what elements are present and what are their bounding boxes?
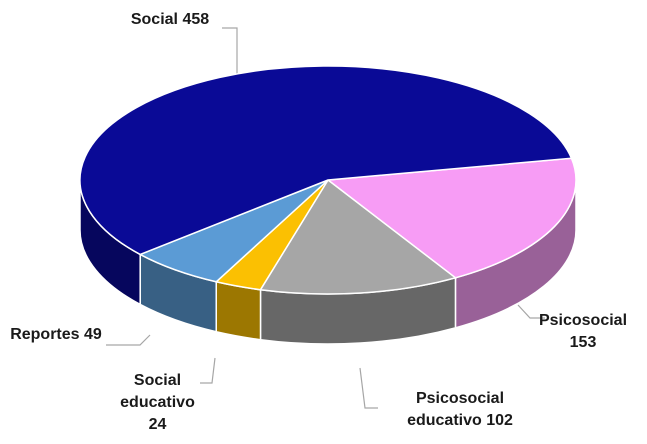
data-label: Psicosocial educativo 102 xyxy=(407,390,513,429)
data-label: Psicosocial 153 xyxy=(538,312,628,351)
slice xyxy=(326,157,577,279)
leader-line xyxy=(200,357,216,384)
leader-line xyxy=(106,334,151,346)
slice xyxy=(259,178,458,295)
slice-side xyxy=(215,280,262,341)
slice xyxy=(79,65,573,256)
leader-line xyxy=(517,304,545,319)
data-label: Reportes 49 xyxy=(10,326,102,343)
data-label: Social educativo 24 xyxy=(120,372,195,433)
leader-line xyxy=(359,367,378,409)
data-label: Social 458 xyxy=(130,11,210,28)
